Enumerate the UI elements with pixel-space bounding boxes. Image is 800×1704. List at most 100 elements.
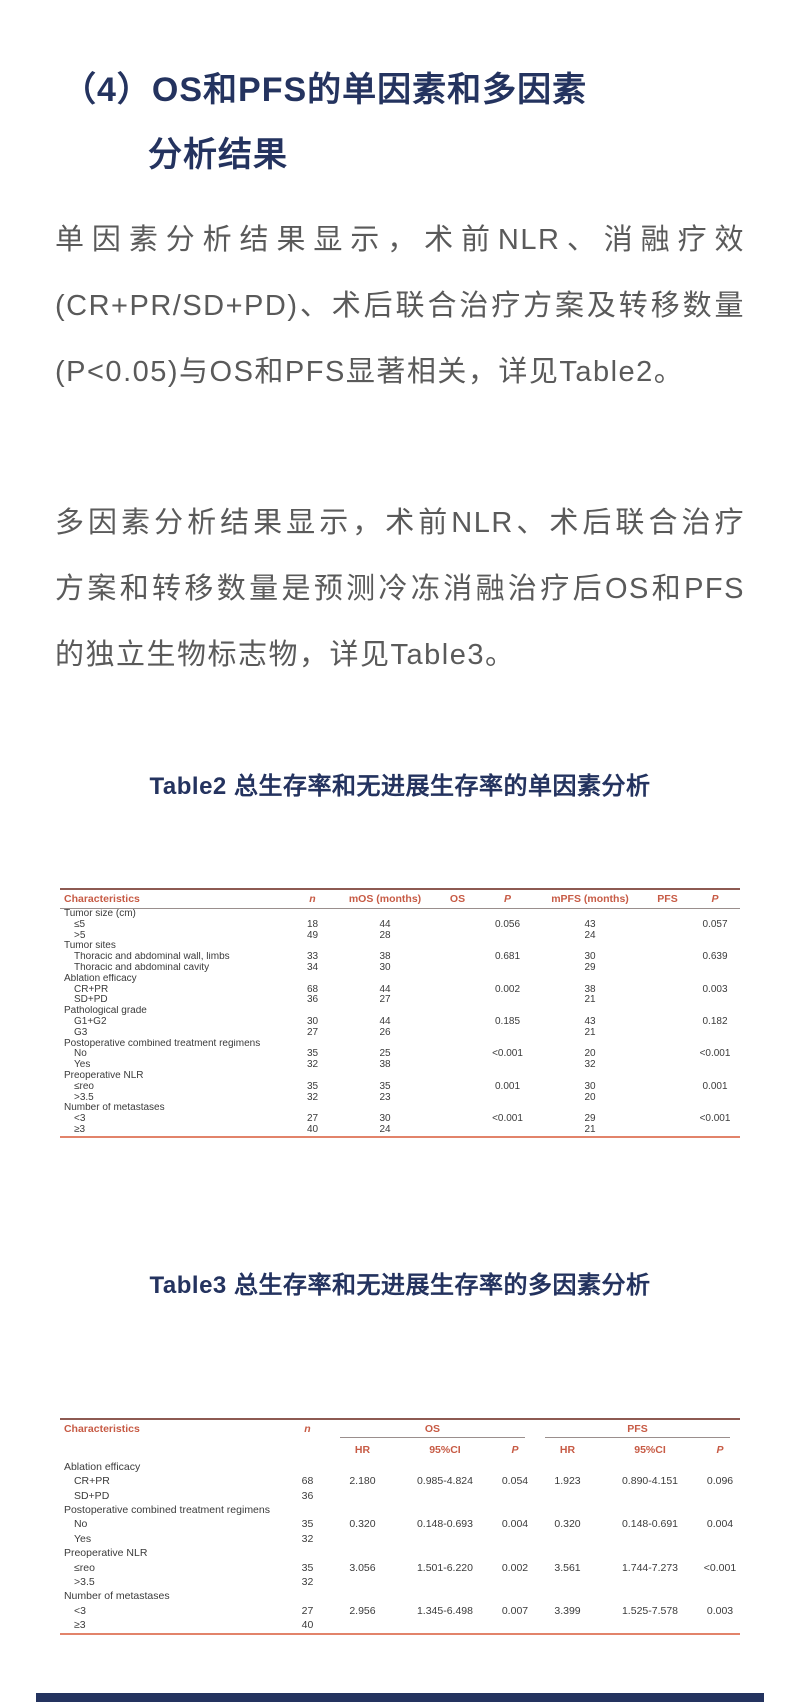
row-label: Preoperative NLR [64,1070,144,1081]
cell-value: 38 [379,1060,391,1071]
cell-value [600,1489,700,1503]
table-row: Number of metastases [60,1589,740,1603]
cell-value [435,985,480,996]
cell-value [435,1071,480,1082]
cell-value: 0.056 [494,919,521,930]
row-label: CR+PR [73,1475,110,1488]
table-row: ≤reo 35 35 0.001 30 0.001 [60,1082,740,1093]
cell-value [395,1460,495,1474]
cell-value: 30 [379,1114,391,1125]
cell-value: 0.004 [706,1518,734,1531]
cell-value [495,1503,535,1517]
row-label: Postoperative combined treatment regimen… [64,1038,261,1049]
cell-value [435,1103,480,1114]
table-row: >3.5 32 [60,1575,740,1589]
cell-value: 0.004 [501,1518,529,1531]
cell-value: 43 [584,919,596,930]
cell-value [395,1589,495,1603]
cell-value: 35 [306,1049,319,1060]
table2-body: Tumor size (cm) ≤5 18 44 0.056 43 0.057 >5 49 28 2… [60,909,740,1137]
cell-value: 0.057 [702,919,728,930]
cell-value [690,1060,740,1071]
cell-value [330,1460,395,1474]
cell-value [535,974,645,985]
cell-value [435,1060,480,1071]
cell-value [645,1006,690,1017]
cell-value [435,963,480,974]
cell-value: 44 [379,984,391,995]
table-row: G3 27 26 21 [60,1028,740,1039]
row-label: ≤reo [73,1561,95,1574]
cell-value [435,1093,480,1104]
cell-value [645,1114,690,1125]
table-row: Number of metastases [60,1103,740,1114]
cell-value [285,1546,330,1560]
section-heading: （4）OS和PFS的单因素和多因素 分析结果 [62,58,750,188]
column-header: HR [354,1443,371,1456]
cell-value: 3.561 [554,1561,581,1574]
table-row: Ablation efficacy [60,1460,740,1474]
cell-value [690,1103,740,1114]
table-row: Ablation efficacy [60,974,740,985]
cell-value: 0.985-4.824 [416,1475,473,1488]
cell-value [480,1071,535,1082]
row-label: Tumor sites [64,941,116,952]
cell-value [435,1125,480,1137]
cell-value [535,1103,645,1114]
cell-value: 35 [379,1081,391,1092]
cell-value [480,1125,535,1137]
table-row: SD+PD 36 27 21 [60,995,740,1006]
cell-value [335,1071,435,1082]
cell-value: 32 [301,1532,314,1545]
row-label: <3 [73,1604,86,1617]
cell-value: 25 [379,1049,391,1060]
table-row: Pathological grade [60,1006,740,1017]
row-label: G3 [74,1027,88,1038]
cell-value: 0.002 [501,1561,529,1574]
row-label: Pathological grade [64,1006,147,1017]
cell-value [480,1103,535,1114]
table-row: >3.5 32 23 20 [60,1093,740,1104]
cell-value [645,1125,690,1137]
cell-value: 68 [301,1475,314,1488]
cell-value: 32 [301,1575,314,1588]
table-row: Tumor size (cm) [60,909,740,920]
cell-value: 35 [301,1518,314,1531]
cell-value [435,920,480,931]
column-header: 95%CI [429,1443,461,1456]
row-label: SD+PD [74,995,108,1006]
column-header: Characteristics [64,893,140,905]
column-header: P [511,1443,519,1456]
cell-value: 1.525-7.578 [621,1604,679,1617]
cell-value [480,941,535,952]
cell-value: 36 [306,995,319,1006]
cell-value: 43 [584,1016,596,1027]
table-row: ≤5 18 44 0.056 43 0.057 [60,920,740,931]
cell-value: 0.054 [501,1475,529,1488]
paragraph-line: 方案和转移数量是预测冷冻消融治疗后OS和PFS [55,573,745,605]
cell-value: 40 [301,1619,314,1632]
table-row: Tumor sites [60,941,740,952]
table-row: Yes 32 [60,1532,740,1546]
cell-value: <0.001 [699,1049,731,1060]
cell-value [690,909,740,920]
table-row: Thoracic and abdominal cavity 34 30 29 [60,963,740,974]
paragraph-line: (CR+PR/SD+PD)、术后联合治疗方案及转移数量 [55,290,745,322]
cell-value [645,909,690,920]
cell-value [690,1039,740,1050]
cell-value: 0.890-4.151 [621,1475,679,1488]
column-header: OS [449,893,466,905]
cell-value [495,1618,535,1633]
cell-value: 27 [306,1114,319,1125]
column-header [285,1438,330,1460]
table-row: No 35 0.320 0.148-0.693 0.004 0.320 0.148-0.69… [60,1517,740,1531]
cell-value [435,1114,480,1125]
cell-value [645,1039,690,1050]
cell-value: 36 [301,1489,314,1502]
cell-value [600,1532,700,1546]
cell-value: 21 [584,995,596,1006]
cell-value: 32 [584,1060,596,1071]
row-label: Preoperative NLR [63,1547,148,1560]
cell-value [435,974,480,985]
